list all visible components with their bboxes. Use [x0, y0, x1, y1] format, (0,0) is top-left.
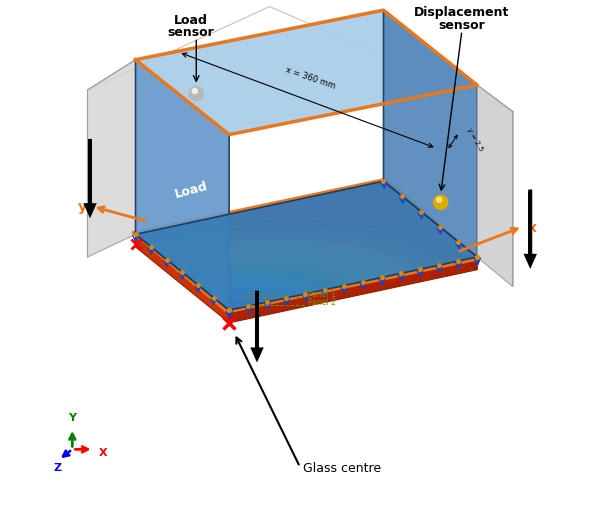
Text: X: X	[98, 447, 107, 457]
Polygon shape	[383, 11, 477, 258]
Circle shape	[437, 198, 442, 203]
Polygon shape	[477, 86, 512, 287]
Polygon shape	[200, 282, 307, 311]
Text: Panel 1: Panel 1	[308, 289, 335, 298]
Polygon shape	[136, 218, 477, 311]
Circle shape	[192, 89, 197, 94]
Polygon shape	[212, 293, 275, 311]
Text: x = 360 mm: x = 360 mm	[284, 66, 336, 91]
Polygon shape	[136, 61, 229, 311]
Polygon shape	[229, 258, 477, 323]
Polygon shape	[88, 61, 136, 258]
FancyArrow shape	[253, 293, 261, 359]
Polygon shape	[147, 230, 446, 311]
Polygon shape	[159, 241, 415, 311]
Text: y = 2.5: y = 2.5	[466, 126, 484, 152]
Polygon shape	[136, 11, 477, 135]
Polygon shape	[223, 305, 245, 311]
Polygon shape	[188, 270, 338, 311]
Polygon shape	[194, 276, 322, 311]
Text: sensor: sensor	[439, 19, 485, 32]
Polygon shape	[165, 247, 400, 311]
Text: Load: Load	[173, 179, 209, 200]
Text: Z: Z	[53, 462, 61, 472]
Polygon shape	[206, 287, 291, 311]
Text: Load: Load	[316, 133, 350, 149]
Polygon shape	[383, 182, 477, 270]
FancyArrow shape	[526, 192, 534, 265]
Polygon shape	[136, 182, 477, 311]
Circle shape	[189, 87, 203, 102]
Text: y: y	[77, 200, 86, 214]
Text: Load: Load	[174, 14, 208, 27]
Polygon shape	[136, 235, 229, 323]
Circle shape	[434, 196, 448, 210]
Text: Displacement: Displacement	[414, 6, 509, 19]
FancyArrow shape	[86, 141, 94, 215]
Polygon shape	[170, 253, 384, 311]
Polygon shape	[176, 259, 368, 311]
Polygon shape	[142, 224, 461, 311]
Text: Glass centre: Glass centre	[302, 461, 380, 474]
Polygon shape	[136, 182, 477, 311]
Text: Panel 2: Panel 2	[308, 297, 335, 307]
Text: x: x	[528, 220, 536, 234]
Polygon shape	[182, 264, 353, 311]
Polygon shape	[153, 235, 431, 311]
Text: sensor: sensor	[168, 26, 215, 39]
Text: Y: Y	[68, 412, 76, 422]
Polygon shape	[217, 299, 260, 311]
